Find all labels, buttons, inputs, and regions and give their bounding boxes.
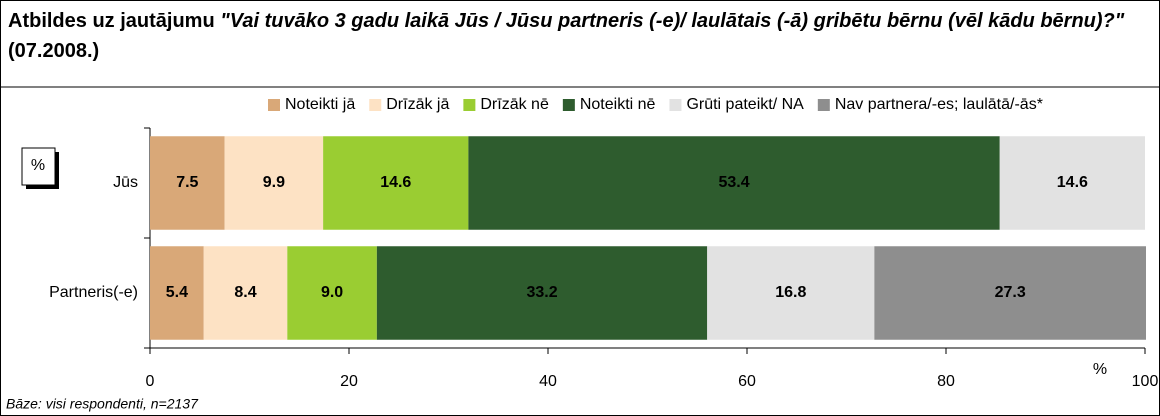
legend-swatch [669, 99, 682, 111]
legend-swatch [268, 99, 280, 111]
data-label: 7.5 [176, 174, 198, 191]
legend-label: Drīzāk jā [386, 96, 449, 113]
unit-box-label: % [31, 157, 45, 174]
bar-segment [287, 246, 377, 340]
data-label: 14.6 [1057, 174, 1088, 191]
bar-segment [150, 246, 204, 340]
bar-segment [203, 246, 288, 340]
chart-title: Atbildes uz jautājumu "Vai tuvāko 3 gadu… [8, 6, 1128, 66]
title-part: Atbildes uz jautājumu [8, 10, 221, 32]
x-tick-label: 0 [146, 373, 155, 390]
bar-segment [999, 136, 1145, 230]
data-label: 53.4 [718, 174, 749, 191]
title-part: "Vai tuvāko 3 gadu laikā Jūs / Jūsu part… [220, 10, 1125, 32]
data-label: 14.6 [380, 174, 411, 191]
category-label: Partneris(-e) [49, 284, 138, 301]
bar-segment [224, 136, 324, 230]
legend-label: Grūti pateikt/ NA [686, 96, 804, 113]
x-tick-label: 20 [340, 373, 358, 390]
legend-swatch [562, 99, 575, 111]
unit-box [21, 147, 56, 186]
data-label: 9.9 [263, 174, 285, 191]
data-label: 16.8 [775, 284, 806, 301]
x-tick-label: 80 [937, 373, 955, 390]
legend-swatch [817, 99, 830, 111]
data-label: 27.3 [995, 284, 1026, 301]
bar-segment [468, 136, 1000, 230]
bar-segment [874, 246, 1146, 340]
x-tick-label: 60 [738, 373, 756, 390]
title-part: (07.2008.) [8, 40, 100, 62]
legend-label: Noteikti jā [285, 96, 355, 113]
x-tick-label: 40 [539, 373, 557, 390]
data-label: 5.4 [166, 284, 188, 301]
legend-label: Noteikti nē [580, 96, 656, 113]
x-axis-label: % [1093, 361, 1107, 378]
bar-segment [150, 136, 225, 230]
data-label: 33.2 [526, 284, 557, 301]
data-label: 9.0 [321, 284, 343, 301]
x-tick-label: 100 [1132, 373, 1159, 390]
data-label: 8.4 [234, 284, 256, 301]
bar-segment [376, 246, 708, 340]
bar-segment [323, 136, 469, 230]
bar-segment [707, 246, 875, 340]
legend-label: Nav partnera/-es; laulātā/-ās* [835, 96, 1043, 113]
legend-swatch [463, 99, 476, 111]
category-label: Jūs [113, 174, 138, 191]
legend-label: Drīzāk nē [480, 96, 549, 113]
footnote: Bāze: visi respondenti, n=2137 [6, 396, 199, 412]
legend-swatch [369, 99, 382, 111]
